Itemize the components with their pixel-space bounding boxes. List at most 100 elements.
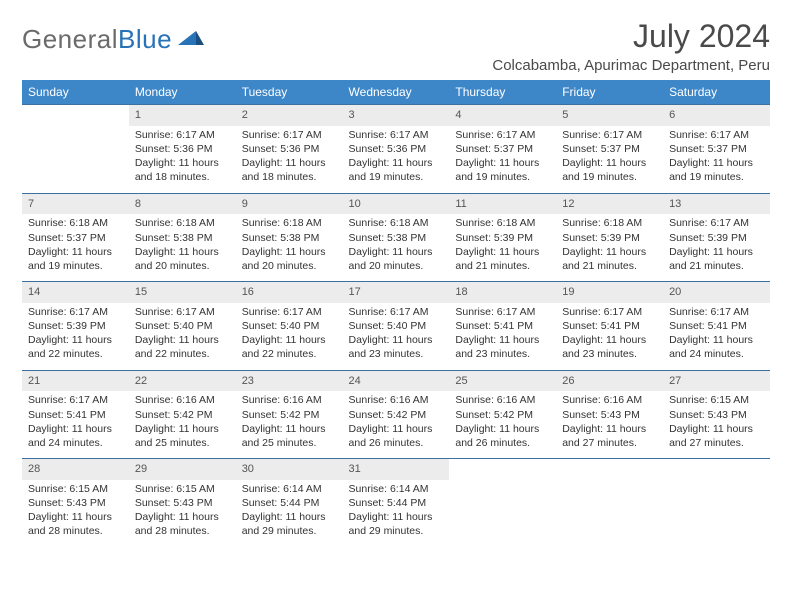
day-detail-cell: Sunrise: 6:17 AMSunset: 5:37 PMDaylight:…	[556, 126, 663, 193]
sunrise-line: Sunrise: 6:17 AM	[28, 305, 123, 319]
sunrise-line: Sunrise: 6:18 AM	[562, 216, 657, 230]
sunrise-line: Sunrise: 6:18 AM	[135, 216, 230, 230]
day-number-cell: 16	[236, 282, 343, 303]
sunset-line: Sunset: 5:44 PM	[349, 496, 444, 510]
daylight-line: Daylight: 11 hours and 24 minutes.	[28, 422, 123, 450]
day-detail-cell: Sunrise: 6:14 AMSunset: 5:44 PMDaylight:…	[343, 480, 450, 547]
day-detail-cell: Sunrise: 6:17 AMSunset: 5:41 PMDaylight:…	[663, 303, 770, 370]
day-detail-row: Sunrise: 6:17 AMSunset: 5:39 PMDaylight:…	[22, 303, 770, 370]
weekday-header: Sunday	[22, 80, 129, 105]
sunrise-line: Sunrise: 6:17 AM	[135, 128, 230, 142]
day-number-cell: 11	[449, 193, 556, 214]
day-detail-cell: Sunrise: 6:17 AMSunset: 5:41 PMDaylight:…	[22, 391, 129, 458]
sunrise-line: Sunrise: 6:18 AM	[349, 216, 444, 230]
day-detail-cell: Sunrise: 6:17 AMSunset: 5:36 PMDaylight:…	[343, 126, 450, 193]
sunrise-line: Sunrise: 6:17 AM	[349, 305, 444, 319]
day-number-cell: 25	[449, 370, 556, 391]
day-detail-cell	[449, 480, 556, 547]
sunset-line: Sunset: 5:36 PM	[242, 142, 337, 156]
sunset-line: Sunset: 5:42 PM	[349, 408, 444, 422]
daylight-line: Daylight: 11 hours and 21 minutes.	[669, 245, 764, 273]
day-detail-cell: Sunrise: 6:18 AMSunset: 5:38 PMDaylight:…	[129, 214, 236, 281]
day-number-cell	[22, 105, 129, 126]
weekday-header: Monday	[129, 80, 236, 105]
sunrise-line: Sunrise: 6:17 AM	[242, 128, 337, 142]
weekday-header: Friday	[556, 80, 663, 105]
day-detail-cell: Sunrise: 6:16 AMSunset: 5:42 PMDaylight:…	[236, 391, 343, 458]
day-detail-cell: Sunrise: 6:18 AMSunset: 5:37 PMDaylight:…	[22, 214, 129, 281]
daylight-line: Daylight: 11 hours and 19 minutes.	[349, 156, 444, 184]
sunrise-line: Sunrise: 6:17 AM	[135, 305, 230, 319]
sunset-line: Sunset: 5:43 PM	[562, 408, 657, 422]
day-detail-cell: Sunrise: 6:17 AMSunset: 5:37 PMDaylight:…	[449, 126, 556, 193]
day-number-cell: 13	[663, 193, 770, 214]
sunset-line: Sunset: 5:40 PM	[349, 319, 444, 333]
sunrise-line: Sunrise: 6:17 AM	[349, 128, 444, 142]
sunrise-line: Sunrise: 6:18 AM	[28, 216, 123, 230]
sunrise-line: Sunrise: 6:17 AM	[242, 305, 337, 319]
daylight-line: Daylight: 11 hours and 23 minutes.	[562, 333, 657, 361]
day-detail-cell: Sunrise: 6:14 AMSunset: 5:44 PMDaylight:…	[236, 480, 343, 547]
day-detail-cell: Sunrise: 6:17 AMSunset: 5:37 PMDaylight:…	[663, 126, 770, 193]
day-detail-cell: Sunrise: 6:17 AMSunset: 5:40 PMDaylight:…	[236, 303, 343, 370]
day-detail-cell: Sunrise: 6:17 AMSunset: 5:40 PMDaylight:…	[343, 303, 450, 370]
sunset-line: Sunset: 5:38 PM	[242, 231, 337, 245]
day-detail-cell: Sunrise: 6:17 AMSunset: 5:36 PMDaylight:…	[236, 126, 343, 193]
day-number-cell: 12	[556, 193, 663, 214]
daylight-line: Daylight: 11 hours and 19 minutes.	[28, 245, 123, 273]
day-number-cell: 7	[22, 193, 129, 214]
sunrise-line: Sunrise: 6:17 AM	[669, 305, 764, 319]
day-number-cell: 5	[556, 105, 663, 126]
calendar-table: Sunday Monday Tuesday Wednesday Thursday…	[22, 80, 770, 547]
sunset-line: Sunset: 5:37 PM	[562, 142, 657, 156]
daylight-line: Daylight: 11 hours and 29 minutes.	[242, 510, 337, 538]
day-detail-cell: Sunrise: 6:15 AMSunset: 5:43 PMDaylight:…	[663, 391, 770, 458]
day-number-cell: 26	[556, 370, 663, 391]
day-detail-row: Sunrise: 6:17 AMSunset: 5:41 PMDaylight:…	[22, 391, 770, 458]
calendar-page: GeneralBlue July 2024 Colcabamba, Apurim…	[0, 0, 792, 612]
sunrise-line: Sunrise: 6:15 AM	[669, 393, 764, 407]
day-number-cell: 10	[343, 193, 450, 214]
daylight-line: Daylight: 11 hours and 19 minutes.	[669, 156, 764, 184]
day-number-cell: 30	[236, 459, 343, 480]
day-number-cell: 19	[556, 282, 663, 303]
day-detail-cell: Sunrise: 6:16 AMSunset: 5:42 PMDaylight:…	[449, 391, 556, 458]
sunset-line: Sunset: 5:38 PM	[349, 231, 444, 245]
day-number-cell: 4	[449, 105, 556, 126]
sunset-line: Sunset: 5:42 PM	[455, 408, 550, 422]
location-text: Colcabamba, Apurimac Department, Peru	[492, 57, 770, 74]
day-detail-cell: Sunrise: 6:17 AMSunset: 5:36 PMDaylight:…	[129, 126, 236, 193]
sunset-line: Sunset: 5:41 PM	[28, 408, 123, 422]
sunrise-line: Sunrise: 6:16 AM	[349, 393, 444, 407]
day-detail-cell	[663, 480, 770, 547]
sunset-line: Sunset: 5:44 PM	[242, 496, 337, 510]
sunset-line: Sunset: 5:40 PM	[242, 319, 337, 333]
daylight-line: Daylight: 11 hours and 20 minutes.	[242, 245, 337, 273]
day-number-row: 28293031	[22, 459, 770, 480]
weekday-header: Thursday	[449, 80, 556, 105]
daylight-line: Daylight: 11 hours and 22 minutes.	[28, 333, 123, 361]
sunrise-line: Sunrise: 6:16 AM	[135, 393, 230, 407]
sunset-line: Sunset: 5:42 PM	[135, 408, 230, 422]
day-number-cell: 22	[129, 370, 236, 391]
brand-part1: General	[22, 24, 118, 54]
weekday-header: Wednesday	[343, 80, 450, 105]
day-detail-cell: Sunrise: 6:16 AMSunset: 5:42 PMDaylight:…	[129, 391, 236, 458]
sunrise-line: Sunrise: 6:14 AM	[349, 482, 444, 496]
sunrise-line: Sunrise: 6:17 AM	[455, 128, 550, 142]
daylight-line: Daylight: 11 hours and 27 minutes.	[669, 422, 764, 450]
daylight-line: Daylight: 11 hours and 26 minutes.	[455, 422, 550, 450]
day-number-cell: 3	[343, 105, 450, 126]
daylight-line: Daylight: 11 hours and 29 minutes.	[349, 510, 444, 538]
daylight-line: Daylight: 11 hours and 19 minutes.	[455, 156, 550, 184]
sunrise-line: Sunrise: 6:14 AM	[242, 482, 337, 496]
day-number-cell: 28	[22, 459, 129, 480]
sunrise-line: Sunrise: 6:16 AM	[455, 393, 550, 407]
day-detail-cell: Sunrise: 6:17 AMSunset: 5:41 PMDaylight:…	[556, 303, 663, 370]
sunset-line: Sunset: 5:43 PM	[135, 496, 230, 510]
daylight-line: Daylight: 11 hours and 21 minutes.	[455, 245, 550, 273]
sunrise-line: Sunrise: 6:15 AM	[28, 482, 123, 496]
daylight-line: Daylight: 11 hours and 23 minutes.	[455, 333, 550, 361]
day-number-cell: 6	[663, 105, 770, 126]
day-number-row: 21222324252627	[22, 370, 770, 391]
